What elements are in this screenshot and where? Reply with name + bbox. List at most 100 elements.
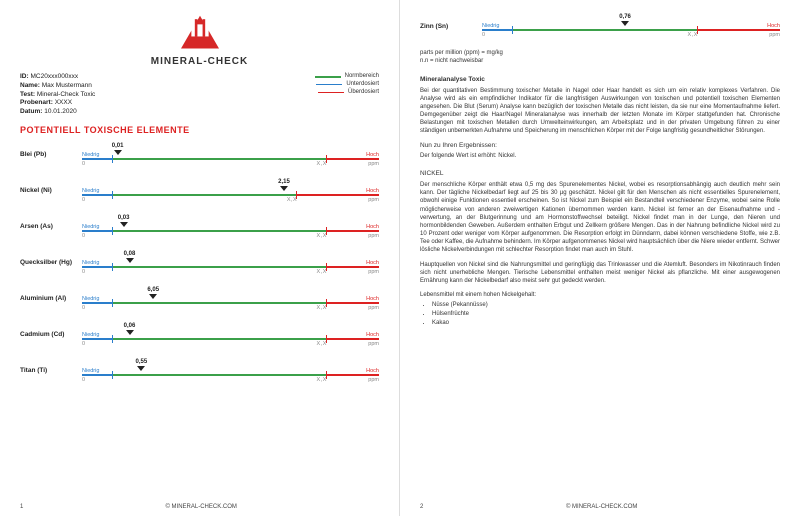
gauge-xx: X,X	[317, 161, 327, 167]
gauge-unit: ppm	[368, 377, 379, 383]
nickel-p1: Der menschliche Körper enthält etwa 0,5 …	[420, 181, 780, 254]
gauge-xx: X,X	[317, 377, 327, 383]
id-label: ID:	[20, 73, 29, 80]
gauge-bar	[82, 266, 379, 268]
date-value: 10.01.2020	[44, 108, 77, 115]
footer-site: © MINERAL-CHECK.COM	[165, 504, 236, 510]
nickel-title: NICKEL	[420, 170, 780, 177]
page-spread: MINERAL-CHECK ID: MC20xxx000xxx Name: Ma…	[0, 0, 800, 516]
gauge: 0,06 Niedrig Hoch 0 X,X ppm	[82, 323, 379, 347]
legend-swatch-under	[316, 84, 342, 86]
unit-notes: parts per million (ppm) = mg/kg n.n = ni…	[420, 50, 780, 66]
gauge-bar	[82, 230, 379, 232]
name-label: Name:	[20, 82, 40, 89]
element-row: Aluminium (Al) 6,05 Niedrig Hoch 0 X,X p…	[20, 287, 379, 311]
page-number-2: 2	[420, 504, 423, 510]
gauge-zero: 0	[82, 305, 85, 311]
test-value: Mineral-Check Toxic	[37, 91, 95, 98]
element-row: Zinn (Sn) 0,76 Niedrig Hoch 0 X,X ppm	[420, 14, 780, 38]
nickel-p2: Hauptquellen von Nickel sind die Nahrung…	[420, 261, 780, 285]
element-value: 0,03	[118, 215, 130, 221]
note-nn: n.n = nicht nachweisbar	[420, 58, 780, 66]
element-name: Zinn (Sn)	[420, 23, 482, 30]
value-marker-icon	[280, 186, 288, 191]
value-marker-icon	[120, 222, 128, 227]
gauge-bar	[482, 29, 780, 31]
results-intro: Nun zu Ihren Ergebnissen:	[420, 142, 780, 149]
value-marker-icon	[137, 366, 145, 371]
element-name: Titan (Ti)	[20, 367, 82, 374]
element-value: 0,76	[619, 14, 631, 20]
legend-over: Überdosiert	[348, 89, 379, 97]
gauge-zero: 0	[82, 269, 85, 275]
gauge-zero: 0	[82, 161, 85, 167]
element-row: Nickel (Ni) 2,15 Niedrig Hoch 0 X,X ppm	[20, 179, 379, 203]
foods-list: Nüsse (Pekannüsse)HülsenfrüchteKakao	[420, 301, 780, 328]
gauge-xx: X,X	[317, 305, 327, 311]
elements-list: Blei (Pb) 0,01 Niedrig Hoch 0 X,X ppm	[20, 143, 379, 383]
value-marker-icon	[126, 330, 134, 335]
gauge-xx: X,X	[688, 32, 698, 38]
gauge-unit: ppm	[368, 161, 379, 167]
page-1: MINERAL-CHECK ID: MC20xxx000xxx Name: Ma…	[0, 0, 400, 516]
gauge-unit: ppm	[368, 305, 379, 311]
element-value: 2,15	[278, 179, 290, 185]
element-value: 0,06	[124, 323, 136, 329]
gauge: 0,08 Niedrig Hoch 0 X,X ppm	[82, 251, 379, 275]
gauge-zero: 0	[82, 197, 85, 203]
results-line: Der folgende Wert ist erhöht: Nickel.	[420, 152, 780, 160]
gauge-zero: 0	[82, 341, 85, 347]
gauge-zero: 0	[82, 233, 85, 239]
footer-1: 1 © MINERAL-CHECK.COM	[20, 504, 379, 510]
gauge: 0,01 Niedrig Hoch 0 X,X ppm	[82, 143, 379, 167]
analysis-para: Bei der quantitativen Bestimmung toxisch…	[420, 87, 780, 136]
value-marker-icon	[114, 150, 122, 155]
gauge-xx: X,X	[317, 233, 327, 239]
name-value: Max Mustermann	[42, 82, 92, 89]
legend-normal: Normbereich	[345, 73, 379, 81]
element-name: Arsen (As)	[20, 223, 82, 230]
element-value: 0,55	[136, 359, 148, 365]
gauge-bar	[82, 302, 379, 304]
section-title: POTENTIELL TOXISCHE ELEMENTE	[20, 125, 379, 135]
element-row: Arsen (As) 0,03 Niedrig Hoch 0 X,X ppm	[20, 215, 379, 239]
gauge: 0,03 Niedrig Hoch 0 X,X ppm	[82, 215, 379, 239]
brand-name: MINERAL-CHECK	[20, 56, 379, 67]
gauge-zero: 0	[82, 377, 85, 383]
element-value: 0,01	[112, 143, 124, 149]
gauge-bar	[82, 374, 379, 376]
id-value: MC20xxx000xxx	[30, 73, 78, 80]
element-value: 0,08	[124, 251, 136, 257]
footer-site-2: © MINERAL-CHECK.COM	[566, 504, 637, 510]
value-marker-icon	[149, 294, 157, 299]
legend-swatch-over	[318, 92, 344, 94]
gauge-xx: X,X	[317, 269, 327, 275]
gauge-xx: X,X	[287, 197, 297, 203]
page-2: Zinn (Sn) 0,76 Niedrig Hoch 0 X,X ppm	[400, 0, 800, 516]
food-item: Nüsse (Pekannüsse)	[432, 301, 780, 310]
sample-label: Probenart:	[20, 99, 53, 106]
food-item: Hülsenfrüchte	[432, 310, 780, 319]
element-name: Nickel (Ni)	[20, 187, 82, 194]
gauge-bar	[82, 338, 379, 340]
value-marker-icon	[621, 21, 629, 26]
gauge-unit: ppm	[368, 233, 379, 239]
date-label: Datum:	[20, 108, 42, 115]
footer-2: 2 © MINERAL-CHECK.COM	[420, 504, 780, 510]
test-label: Test:	[20, 91, 35, 98]
gauge-bar	[82, 158, 379, 160]
gauge: 2,15 Niedrig Hoch 0 X,X ppm	[82, 179, 379, 203]
element-name: Aluminium (Al)	[20, 295, 82, 302]
element-name: Blei (Pb)	[20, 151, 82, 158]
legend-swatch-normal	[315, 76, 341, 78]
meta-left: ID: MC20xxx000xxx Name: Max Mustermann T…	[20, 73, 95, 117]
gauge-bar	[82, 194, 379, 196]
element-zinn: Zinn (Sn) 0,76 Niedrig Hoch 0 X,X ppm	[420, 14, 780, 38]
gauge-zero: 0	[482, 32, 485, 38]
gauge-unit: ppm	[368, 197, 379, 203]
gauge: 6,05 Niedrig Hoch 0 X,X ppm	[82, 287, 379, 311]
analysis-title: Mineralanalyse Toxic	[420, 76, 780, 83]
value-marker-icon	[126, 258, 134, 263]
header-logo-block: MINERAL-CHECK	[20, 14, 379, 67]
flask-logo-icon	[178, 14, 222, 52]
